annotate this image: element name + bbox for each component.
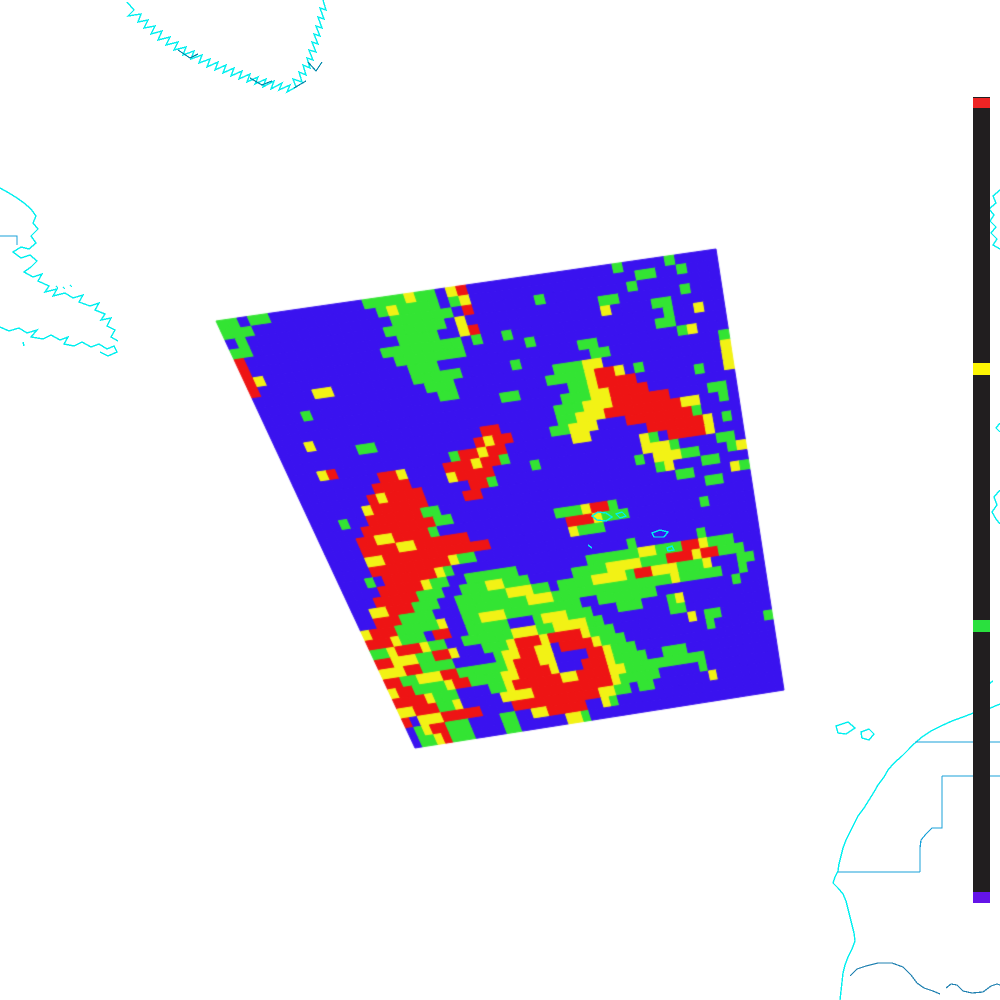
greenland-fjord-accent-2	[249, 77, 273, 86]
canary-island-2	[860, 728, 875, 741]
newfoundland-south-coast	[0, 326, 118, 357]
greenland-fjord-accent-3	[293, 80, 307, 89]
border-wsahara-mauritania-step	[919, 776, 943, 872]
africa-west-coast	[832, 703, 1000, 1000]
senegal-river-border	[849, 962, 941, 995]
azores-island-4	[666, 545, 676, 552]
labrador-border	[0, 235, 18, 245]
senegal-river-border-2	[945, 983, 1000, 994]
right-edge-coast-2	[995, 422, 1000, 433]
greenland-coast	[125, 0, 328, 94]
right-edge-coast-1	[988, 189, 1000, 250]
right-edge-coast-3	[991, 489, 1000, 525]
newfoundland-islet-1	[55, 285, 59, 289]
azores-islet-5	[587, 544, 593, 549]
azores-island-1	[590, 511, 614, 522]
azores-island-2	[614, 511, 628, 519]
greenland-fjord-accent-1	[177, 49, 199, 59]
greenland-fjord-accent-4	[307, 61, 323, 72]
newfoundland-coast	[0, 187, 119, 342]
newfoundland-islet-3	[69, 284, 73, 288]
colorbar-marker-yellow	[973, 363, 990, 375]
colorbar	[973, 97, 990, 903]
colorbar-marker-purple	[973, 892, 990, 903]
canary-island-1	[835, 721, 857, 735]
newfoundland-islet-4	[22, 341, 25, 347]
newfoundland-islet-2	[62, 286, 66, 290]
colorbar-marker-green	[973, 620, 990, 632]
azores-island-3	[651, 529, 670, 538]
colorbar-marker-red	[973, 98, 990, 108]
